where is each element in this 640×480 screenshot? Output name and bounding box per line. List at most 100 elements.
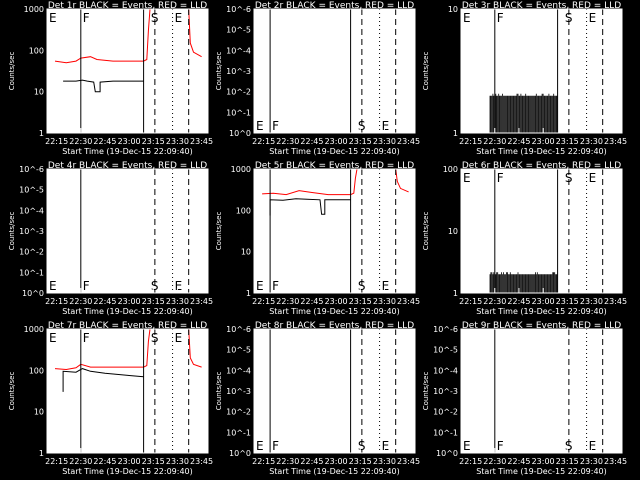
x-tick-label: 23:15 [349, 137, 372, 146]
x-tick-label: 23:30 [580, 297, 603, 306]
marker-letter: F [497, 439, 504, 453]
axes-frame [46, 8, 209, 134]
x-tick-label: 22:15 [252, 137, 275, 146]
chart-title: Det 9r BLACK = Events, RED = LLD [462, 321, 621, 331]
x-tick-label: 23:30 [166, 297, 189, 306]
lld-series [262, 169, 358, 196]
y-tick-label: 1000 [24, 5, 44, 14]
chart-title: Det 2r BLACK = Events, RED = LLD [255, 1, 414, 11]
x-tick-label: 23:30 [373, 137, 396, 146]
y-tick-label: 10^-1 [19, 268, 44, 277]
marker-letter: E [175, 279, 183, 293]
marker-letter: S [151, 331, 159, 345]
y-tick-label: 10^-3 [226, 387, 251, 396]
chart-title: Det 3r BLACK = Events, RED = LLD [462, 1, 621, 11]
y-tick-label: 10 [241, 248, 251, 257]
y-tick-label: 10 [34, 408, 44, 417]
x-tick-label: 23:30 [580, 137, 603, 146]
y-tick-label: 10^-4 [433, 366, 458, 375]
events-series [62, 368, 144, 392]
marker-letter: E [382, 439, 390, 453]
y-axis-label: Counts/sec [8, 212, 16, 251]
marker-letter: E [382, 119, 390, 133]
x-tick-label: 22:45 [507, 297, 530, 306]
marker-letter: S [565, 171, 573, 185]
plot-area [47, 9, 208, 133]
y-tick-label: 10^-1 [226, 428, 251, 437]
plot-area [461, 329, 622, 453]
x-tick-label: 23:45 [604, 457, 627, 466]
y-axis-label: Counts/sec [422, 212, 430, 251]
x-tick-label: 23:15 [142, 457, 165, 466]
y-tick-label: 10^-3 [226, 67, 251, 76]
y-tick-label: 10^-2 [226, 408, 251, 417]
y-tick-label: 100 [29, 366, 44, 375]
y-tick-label: 10^-6 [19, 165, 44, 174]
x-tick-label: 22:30 [276, 137, 299, 146]
chart-panel: Det 4r BLACK = Events, RED = LLD E F S E 10^0… [8, 161, 213, 316]
chart-title: Det 5r BLACK = Events, RED = LLD [255, 161, 414, 171]
y-tick-label: 10^-4 [226, 46, 251, 55]
y-axis-label: Counts/sec [8, 372, 16, 411]
x-tick-label: 22:15 [45, 457, 68, 466]
x-tick-label: 22:45 [93, 137, 116, 146]
lld-series [188, 329, 202, 368]
marker-letter: F [83, 279, 90, 293]
y-tick-label: 100 [443, 165, 458, 174]
x-tick-label: 22:30 [69, 457, 92, 466]
x-tick-label: 23:45 [190, 457, 213, 466]
marker-letter: E [463, 439, 471, 453]
y-tick-label: 1 [39, 449, 44, 458]
y-tick-label: 10^0 [229, 129, 251, 138]
y-axis-label: Counts/sec [215, 212, 223, 251]
plot-area [47, 329, 208, 453]
x-tick-label: 23:00 [532, 297, 555, 306]
plot-area [461, 169, 622, 293]
x-tick-label: 22:45 [300, 297, 323, 306]
events-series [489, 272, 558, 293]
x-axis-label: Start Time (19-Dec-15 22:09:40) [476, 147, 607, 156]
x-tick-label: 23:00 [325, 137, 348, 146]
y-tick-label: 10^-3 [433, 387, 458, 396]
x-tick-label: 23:15 [556, 137, 579, 146]
y-axis-label: Counts/sec [8, 52, 16, 91]
y-tick-label: 10^-4 [19, 206, 44, 215]
y-tick-label: 100 [29, 46, 44, 55]
chart-title: Det 6r BLACK = Events, RED = LLD [462, 161, 621, 171]
x-tick-label: 22:15 [459, 457, 482, 466]
y-tick-label: 1000 [24, 325, 44, 334]
x-tick-label: 23:00 [118, 297, 141, 306]
x-axis-label: Start Time (19-Dec-15 22:09:40) [62, 307, 193, 316]
x-axis-label: Start Time (19-Dec-15 22:09:40) [269, 307, 400, 316]
y-axis-label: Counts/sec [215, 52, 223, 91]
lld-series [54, 9, 151, 64]
x-tick-label: 23:30 [166, 457, 189, 466]
events-series [63, 79, 144, 93]
x-tick-label: 23:45 [604, 297, 627, 306]
y-tick-label: 1 [246, 289, 251, 298]
x-tick-label: 23:45 [190, 137, 213, 146]
x-tick-label: 23:15 [556, 297, 579, 306]
y-axis-label: Counts/sec [215, 372, 223, 411]
y-tick-label: 10^-3 [19, 227, 44, 236]
plot-area [254, 329, 415, 453]
x-tick-label: 23:30 [580, 457, 603, 466]
marker-letter: E [49, 279, 57, 293]
plot-area [254, 9, 415, 133]
y-tick-label: 10 [34, 88, 44, 97]
marker-letter: E [463, 11, 471, 25]
marker-letter: F [272, 439, 279, 453]
x-tick-label: 23:00 [325, 457, 348, 466]
marker-letter: S [151, 279, 159, 293]
x-tick-label: 22:45 [93, 457, 116, 466]
y-tick-label: 10 [448, 227, 458, 236]
marker-letter: S [151, 11, 159, 25]
chart-title: Det 4r BLACK = Events, RED = LLD [48, 161, 207, 171]
